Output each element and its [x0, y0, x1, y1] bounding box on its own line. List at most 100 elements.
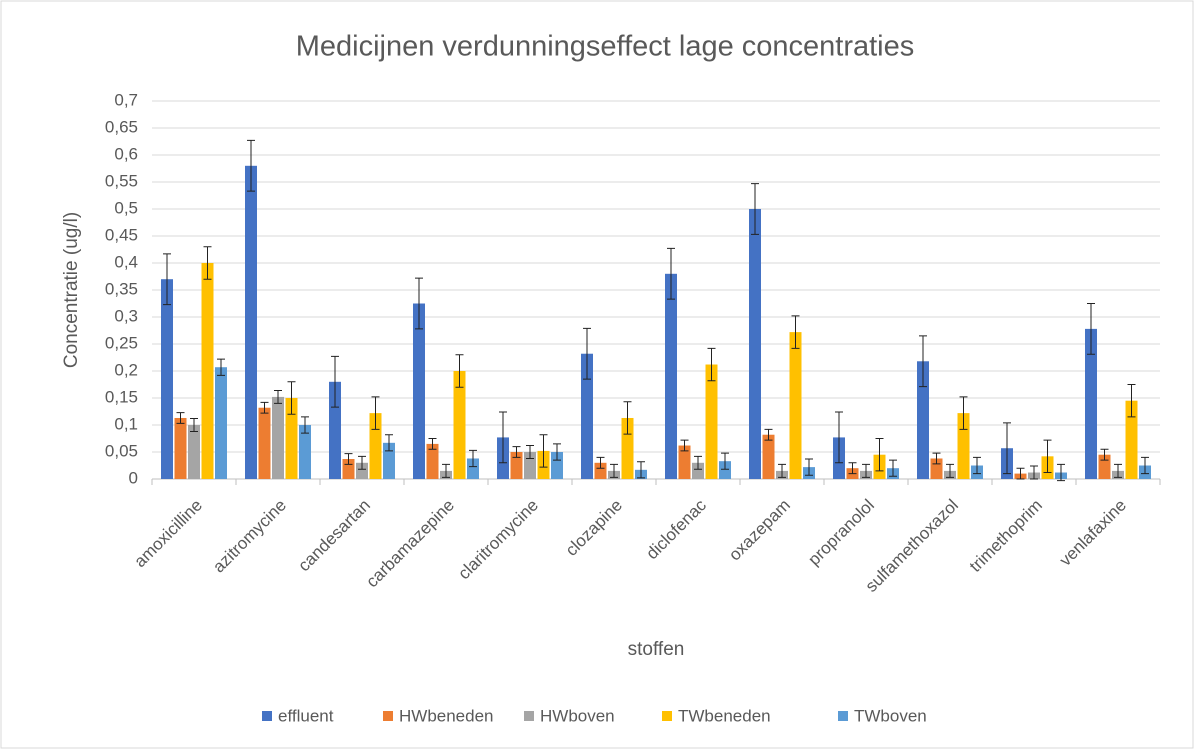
bar — [510, 452, 523, 479]
error-bar — [875, 438, 884, 472]
bar — [705, 364, 718, 479]
bar — [719, 461, 731, 479]
legend-label: HWbeneden — [399, 706, 494, 725]
bar — [383, 442, 395, 479]
legend-swatch — [524, 711, 534, 721]
error-bar — [1030, 465, 1038, 480]
y-tick-label: 0,6 — [114, 144, 138, 163]
y-tick-label: 0 — [129, 468, 138, 487]
error-bar — [764, 428, 773, 441]
chart-title: Medicijnen verdunningseffect lage concen… — [296, 31, 915, 63]
error-bar — [499, 411, 507, 464]
error-bar — [610, 463, 618, 478]
bar — [594, 462, 607, 479]
bar — [551, 452, 563, 479]
legend-label: HWboven — [540, 706, 615, 725]
bar — [621, 417, 634, 479]
error-bar — [694, 455, 702, 470]
bar — [161, 279, 173, 479]
error-bar — [371, 396, 380, 430]
error-bar — [805, 458, 813, 476]
bar — [467, 458, 479, 479]
error-bar — [862, 463, 870, 478]
error-bar — [176, 412, 185, 424]
error-bar — [442, 463, 450, 478]
y-tick-label: 0,05 — [105, 441, 138, 460]
error-bar — [1043, 439, 1052, 474]
y-tick-label: 0,35 — [105, 279, 138, 298]
error-bar — [163, 253, 171, 306]
bar — [1125, 400, 1138, 479]
error-bar — [751, 183, 759, 235]
error-bar — [637, 461, 645, 479]
bar — [917, 361, 929, 479]
error-bar — [247, 139, 255, 192]
error-bar — [358, 455, 366, 470]
bar — [299, 425, 311, 479]
error-bar — [946, 463, 954, 478]
bar — [692, 462, 704, 479]
y-tick-label: 0,25 — [105, 333, 138, 352]
error-bar — [217, 358, 225, 376]
error-bar — [778, 463, 786, 478]
bar — [581, 353, 593, 479]
bar — [245, 165, 257, 480]
bar — [1085, 328, 1097, 479]
bar — [789, 332, 802, 479]
bar — [258, 407, 271, 479]
y-tick-label: 0,55 — [105, 171, 138, 190]
bar — [426, 443, 439, 479]
bar — [356, 462, 368, 479]
error-bar — [1141, 456, 1149, 475]
error-bar — [469, 449, 477, 468]
error-bar — [889, 459, 897, 477]
error-bar — [287, 381, 296, 415]
error-bar — [1114, 463, 1122, 478]
error-bar — [526, 445, 534, 459]
error-bar — [385, 434, 393, 452]
error-bar — [835, 411, 843, 464]
error-bar — [274, 389, 282, 404]
error-bar — [1087, 303, 1095, 355]
error-bar — [973, 456, 981, 475]
error-bar — [1016, 467, 1025, 480]
error-bar — [1057, 463, 1065, 482]
error-bar — [203, 246, 212, 280]
bar — [762, 434, 775, 479]
y-tick-label: 0,15 — [105, 387, 138, 406]
bar — [215, 367, 227, 479]
bar — [453, 371, 466, 479]
bar — [749, 209, 761, 479]
legend-label: TWbeneden — [678, 706, 771, 725]
error-bar — [539, 434, 548, 468]
bar — [665, 273, 677, 479]
error-bar — [455, 354, 464, 388]
error-bar — [583, 327, 591, 380]
bar — [174, 417, 187, 479]
legend-swatch — [262, 711, 272, 721]
bar — [413, 303, 425, 479]
error-bar — [344, 453, 353, 465]
legend-swatch — [838, 711, 848, 721]
bar — [285, 398, 298, 479]
legend-label: TWboven — [854, 706, 927, 725]
error-bar — [959, 396, 968, 430]
x-axis-label: stoffen — [628, 639, 685, 660]
error-bar — [428, 438, 437, 450]
legend-swatch — [662, 711, 672, 721]
y-tick-label: 0,2 — [114, 360, 138, 379]
y-axis-label: Concentratie (ug/l) — [61, 212, 82, 368]
bar — [1098, 454, 1111, 479]
error-bar — [512, 446, 521, 458]
bar — [188, 425, 200, 479]
error-bar — [596, 456, 605, 469]
error-bar — [415, 277, 423, 330]
error-bar — [1003, 422, 1011, 475]
error-bar — [623, 401, 632, 435]
bar — [329, 381, 341, 479]
error-bar — [932, 452, 941, 465]
error-bar — [707, 347, 716, 382]
error-bar — [1100, 448, 1109, 461]
